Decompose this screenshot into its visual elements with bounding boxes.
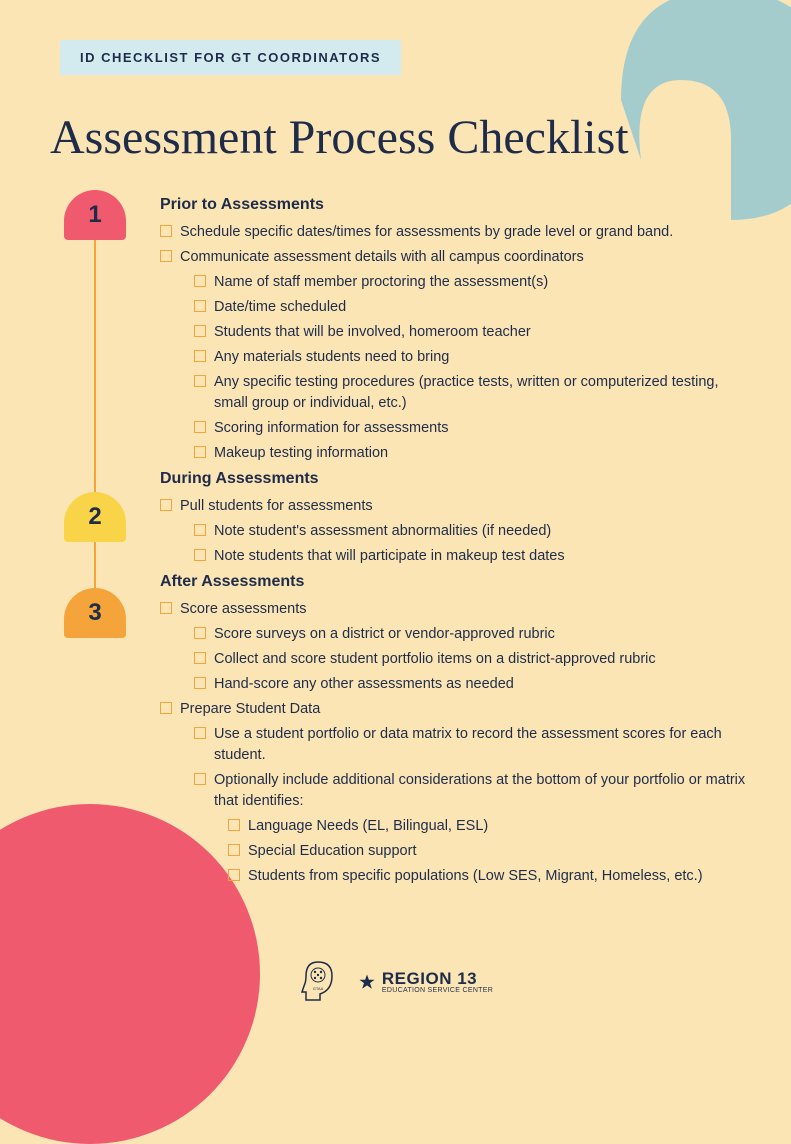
region-sub-text: EDUCATION SERVICE CENTER [382, 987, 493, 994]
checklist-item: Scoring information for assessments [194, 418, 751, 439]
footer: GTAA REGION 13 EDUCATION SERVICE CENTER [0, 960, 791, 1004]
checklist-item: Students that will be involved, homeroom… [194, 322, 751, 343]
checkbox-icon[interactable] [194, 375, 206, 387]
timeline: 1 2 3 [60, 190, 130, 891]
checkbox-icon[interactable] [160, 702, 172, 714]
star-icon [358, 973, 376, 991]
sections-container: Prior to Assessments Schedule specific da… [160, 190, 751, 891]
section-title: Prior to Assessments [160, 196, 751, 214]
svg-text:GTAA: GTAA [313, 986, 324, 991]
checkbox-icon[interactable] [228, 819, 240, 831]
checkbox-icon[interactable] [194, 773, 206, 785]
checkbox-icon[interactable] [194, 549, 206, 561]
step-bubble-2: 2 [64, 492, 126, 542]
checklist-item: Date/time scheduled [194, 297, 751, 318]
checkbox-icon[interactable] [194, 727, 206, 739]
checkbox-icon[interactable] [194, 350, 206, 362]
checklist-item: Note student's assessment abnormalities … [194, 521, 751, 542]
checklist-item-text: Note student's assessment abnormalities … [214, 521, 551, 542]
checklist-item: Makeup testing information [194, 443, 751, 464]
gtaa-logo-icon: GTAA [298, 960, 338, 1004]
checklist-item-text: Score assessments [180, 599, 307, 620]
checkbox-icon[interactable] [194, 325, 206, 337]
checklist-item: Name of staff member proctoring the asse… [194, 272, 751, 293]
content-area: 1 2 3 Prior to Assessments Schedule specifi… [60, 190, 751, 891]
checklist-item: Use a student portfolio or data matrix t… [194, 724, 751, 766]
checkbox-icon[interactable] [194, 652, 206, 664]
checkbox-icon[interactable] [194, 446, 206, 458]
checklist-item-text: Makeup testing information [214, 443, 388, 464]
checklist-item: Communicate assessment details with all … [160, 247, 751, 268]
checkbox-icon[interactable] [160, 225, 172, 237]
timeline-line [94, 230, 96, 630]
checkbox-icon[interactable] [194, 677, 206, 689]
checklist-item-text: Prepare Student Data [180, 699, 320, 720]
checklist-item-text: Schedule specific dates/times for assess… [180, 222, 673, 243]
checklist-item: Optionally include additional considerat… [194, 770, 751, 812]
checklist-item-text: Use a student portfolio or data matrix t… [214, 724, 751, 766]
step-bubble-3: 3 [64, 588, 126, 638]
checklist-item: Score assessments [160, 599, 751, 620]
checkbox-icon[interactable] [160, 602, 172, 614]
checkbox-icon[interactable] [194, 275, 206, 287]
checkbox-icon[interactable] [228, 844, 240, 856]
checkbox-icon[interactable] [160, 499, 172, 511]
checklist-item: Schedule specific dates/times for assess… [160, 222, 751, 243]
checkbox-icon[interactable] [194, 300, 206, 312]
checklist-item-text: Special Education support [248, 841, 416, 862]
region-main-text: REGION 13 [382, 970, 493, 987]
checklist-item-text: Name of staff member proctoring the asse… [214, 272, 548, 293]
step-bubble-1: 1 [64, 190, 126, 240]
checkbox-icon[interactable] [194, 524, 206, 536]
checklist-item-text: Date/time scheduled [214, 297, 346, 318]
header-tag: ID CHECKLIST FOR GT COORDINATORS [60, 40, 401, 75]
section-title: During Assessments [160, 470, 751, 488]
page-title: Assessment Process Checklist [50, 110, 629, 165]
checklist-item-text: Language Needs (EL, Bilingual, ESL) [248, 816, 488, 837]
checklist-item-text: Scoring information for assessments [214, 418, 449, 439]
checklist-item-text: Hand-score any other assessments as need… [214, 674, 514, 695]
checklist-item: Special Education support [228, 841, 751, 862]
checklist-item-text: Collect and score student portfolio item… [214, 649, 656, 670]
checklist-item: Score surveys on a district or vendor-ap… [194, 624, 751, 645]
checklist-item: Any specific testing procedures (practic… [194, 372, 751, 414]
region-logo: REGION 13 EDUCATION SERVICE CENTER [358, 970, 493, 994]
section-title: After Assessments [160, 573, 751, 591]
checklist-item: Pull students for assessments [160, 496, 751, 517]
checklist-item-text: Students from specific populations (Low … [248, 866, 703, 887]
checkbox-icon[interactable] [228, 869, 240, 881]
checklist-item: Prepare Student Data [160, 699, 751, 720]
checklist-item: Hand-score any other assessments as need… [194, 674, 751, 695]
checklist-item-text: Students that will be involved, homeroom… [214, 322, 531, 343]
checklist-item: Note students that will participate in m… [194, 546, 751, 567]
checklist-item: Any materials students need to bring [194, 347, 751, 368]
checklist-item-text: Communicate assessment details with all … [180, 247, 584, 268]
checklist-item: Language Needs (EL, Bilingual, ESL) [228, 816, 751, 837]
checkbox-icon[interactable] [194, 627, 206, 639]
checklist-item: Collect and score student portfolio item… [194, 649, 751, 670]
checklist-item: Students from specific populations (Low … [228, 866, 751, 887]
checklist-item-text: Any materials students need to bring [214, 347, 449, 368]
checklist-item-text: Note students that will participate in m… [214, 546, 565, 567]
checklist-item-text: Optionally include additional considerat… [214, 770, 751, 812]
checklist-item-text: Any specific testing procedures (practic… [214, 372, 751, 414]
checkbox-icon[interactable] [160, 250, 172, 262]
checklist-item-text: Pull students for assessments [180, 496, 373, 517]
checklist-item-text: Score surveys on a district or vendor-ap… [214, 624, 555, 645]
checkbox-icon[interactable] [194, 421, 206, 433]
